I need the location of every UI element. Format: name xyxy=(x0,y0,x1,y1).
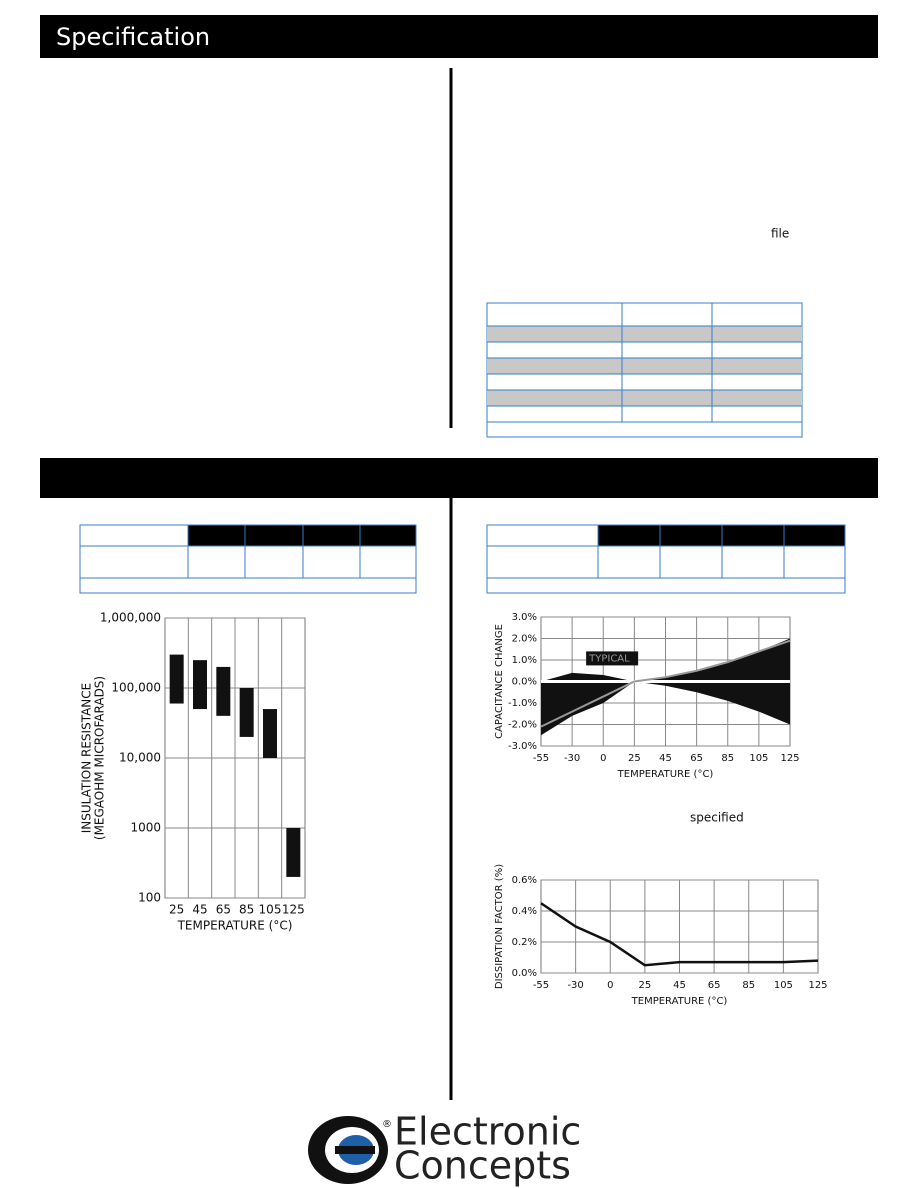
line xyxy=(540,902,819,967)
x-tick-label: -30 xyxy=(567,980,583,991)
logo-mark: ® xyxy=(382,1119,392,1130)
y-tick-label: -1.0% xyxy=(508,698,537,709)
y-axis-label: CAPACITANCE CHANGE xyxy=(494,624,505,739)
range-bar xyxy=(286,828,301,877)
x-tick-label: -55 xyxy=(533,980,549,991)
typical-line xyxy=(540,639,791,728)
y-tick-label: 100 xyxy=(138,891,161,905)
y-tick-label: 2.0% xyxy=(512,634,537,645)
y-tick-label: 10,000 xyxy=(119,751,161,765)
range-bar xyxy=(193,660,207,710)
x-tick-label: 125 xyxy=(808,980,827,991)
x-tick-label: 0 xyxy=(600,753,606,764)
logo: ® Electronic Concepts xyxy=(308,1110,581,1188)
note: file xyxy=(771,227,789,241)
x-tick-label: 65 xyxy=(690,753,703,764)
section-bar xyxy=(40,458,878,498)
x-tick-label: 105 xyxy=(774,980,793,991)
x-tick-label: 45 xyxy=(192,903,207,917)
x-tick-label: 45 xyxy=(673,980,686,991)
y-tick-label: 0.4% xyxy=(512,906,537,917)
header-bar xyxy=(40,15,878,58)
x-tick-label: 105 xyxy=(259,903,282,917)
header-title: Specification xyxy=(56,23,210,51)
x-axis-label: TEMPERATURE (°C) xyxy=(617,769,714,780)
range-bar xyxy=(169,654,184,704)
y-tick-label: 0.2% xyxy=(512,937,537,948)
x-tick-label: 125 xyxy=(780,753,799,764)
y-tick-label: 1.0% xyxy=(512,655,537,666)
y-tick-label: 0.0% xyxy=(512,677,537,688)
spec-table xyxy=(486,302,803,438)
x-tick-label: 65 xyxy=(708,980,721,991)
x-tick-label: 85 xyxy=(742,980,755,991)
x-tick-label: 45 xyxy=(659,753,672,764)
range-bar xyxy=(263,709,277,758)
x-tick-label: -30 xyxy=(564,753,580,764)
logo-text: Electronic xyxy=(394,1110,581,1154)
y-tick-label: 3.0% xyxy=(512,612,537,623)
range-bar xyxy=(216,666,231,716)
y-axis-label: INSULATION RESISTANCE xyxy=(80,683,94,834)
x-tick-label: 25 xyxy=(639,980,652,991)
note: specified xyxy=(690,811,744,825)
x-axis-label: TEMPERATURE (°C) xyxy=(177,919,293,933)
y-tick-label: 1,000,000 xyxy=(100,611,161,625)
x-tick-label: 25 xyxy=(628,753,641,764)
y-tick-label: 0.0% xyxy=(512,968,537,979)
x-tick-label: 125 xyxy=(282,903,305,917)
x-tick-label: 85 xyxy=(239,903,254,917)
y-axis-label: DISSIPATION FACTOR (%) xyxy=(494,864,505,989)
range-bar xyxy=(239,688,254,737)
x-axis-label: TEMPERATURE (°C) xyxy=(631,996,728,1007)
x-tick-label: 65 xyxy=(216,903,231,917)
y-tick-label: 100,000 xyxy=(111,681,161,695)
x-tick-label: 85 xyxy=(721,753,734,764)
y-tick-label: 1000 xyxy=(130,821,161,835)
table xyxy=(79,524,417,594)
x-tick-label: 105 xyxy=(749,753,768,764)
y-tick-label: 0.6% xyxy=(512,875,537,886)
x-tick-label: 25 xyxy=(169,903,184,917)
x-tick-label: -55 xyxy=(533,753,549,764)
annotation: TYPICAL xyxy=(588,653,630,664)
upper-band xyxy=(541,638,790,682)
x-tick-label: 0 xyxy=(607,980,613,991)
table xyxy=(486,524,846,594)
y-tick-label: -3.0% xyxy=(508,741,537,752)
lower-band xyxy=(541,681,790,736)
y-tick-label: -2.0% xyxy=(508,720,537,731)
y-axis-label: (MEGAOHM MICROFARADS) xyxy=(93,676,107,840)
logo-text: Concepts xyxy=(394,1144,571,1188)
annotation-box xyxy=(586,651,639,666)
